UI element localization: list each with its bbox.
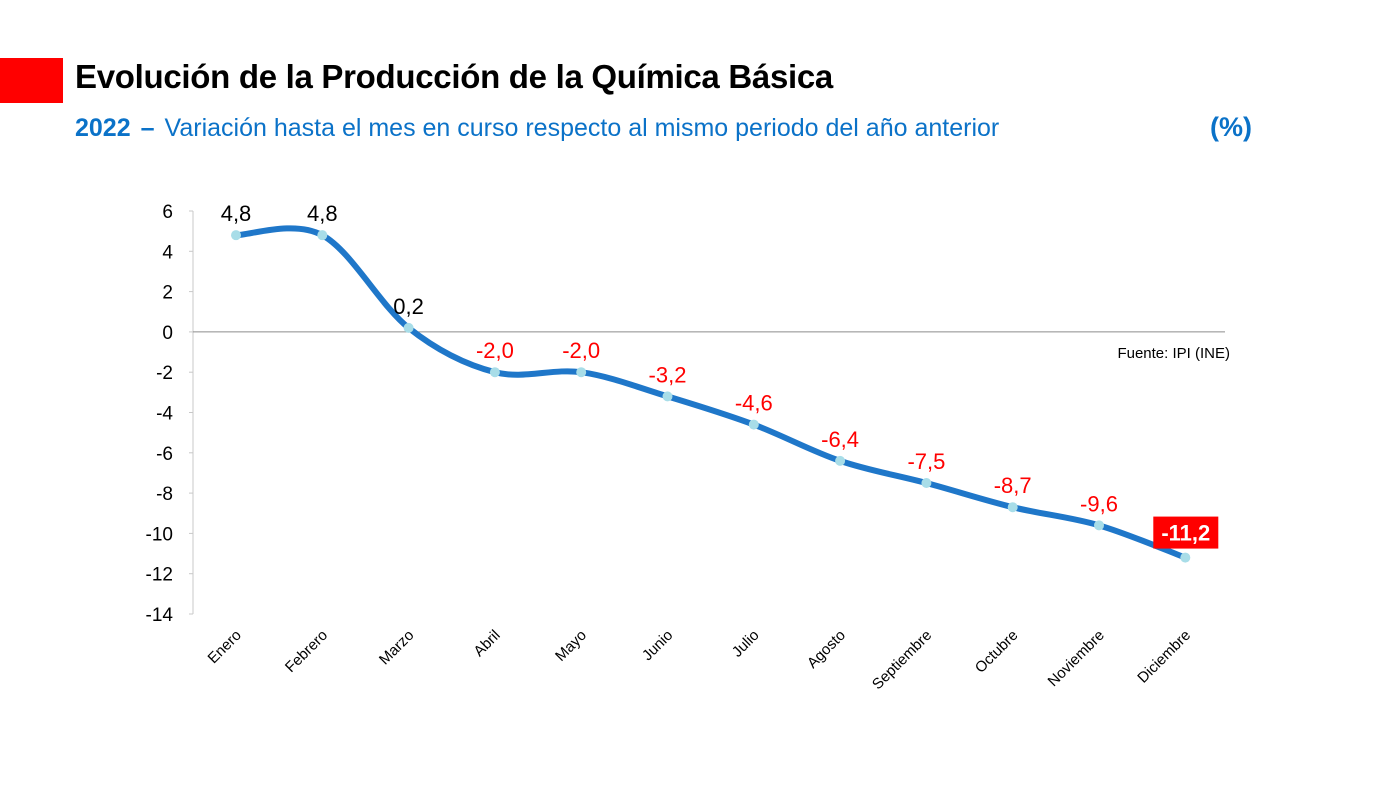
data-label: -11,2 bbox=[1161, 521, 1210, 546]
y-tick-label: 4 bbox=[162, 242, 173, 263]
x-tick-label: Febrero bbox=[282, 627, 331, 676]
source-note: Fuente: IPI (INE) bbox=[1117, 345, 1230, 362]
y-tick-label: -12 bbox=[146, 565, 173, 586]
data-label: -2,0 bbox=[476, 338, 514, 363]
y-tick-label: -14 bbox=[146, 605, 174, 626]
page-title: Evolución de la Producción de la Química… bbox=[75, 58, 833, 95]
data-point-marker bbox=[231, 230, 241, 241]
data-point-marker bbox=[1007, 502, 1018, 513]
subtitle-dash: – bbox=[140, 114, 155, 142]
data-point-marker bbox=[921, 478, 932, 489]
series-line bbox=[233, 225, 1189, 561]
data-label: 4,8 bbox=[221, 201, 252, 226]
data-label: -9,6 bbox=[1080, 491, 1118, 516]
data-label: -3,2 bbox=[649, 362, 687, 387]
x-tick-label: Noviembre bbox=[1045, 627, 1108, 690]
x-tick-label: Septiembre bbox=[869, 627, 935, 693]
data-label: -2,0 bbox=[562, 338, 600, 363]
y-tick-label: -2 bbox=[156, 363, 173, 384]
x-tick-label: Agosto bbox=[804, 627, 849, 672]
data-point-marker bbox=[662, 391, 673, 402]
x-tick-label: Julio bbox=[729, 627, 763, 661]
data-label: -7,5 bbox=[907, 449, 945, 474]
x-tick-label: Enero bbox=[205, 627, 245, 667]
unit-label: (%) bbox=[1210, 112, 1252, 142]
data-label: -4,6 bbox=[735, 391, 773, 416]
y-tick-label: -8 bbox=[156, 484, 173, 505]
data-point-marker bbox=[1094, 520, 1104, 531]
x-tick-label: Diciembre bbox=[1134, 627, 1194, 687]
data-point-marker bbox=[748, 419, 759, 430]
data-label: 4,8 bbox=[307, 201, 338, 226]
x-tick-label: Junio bbox=[639, 627, 676, 664]
x-tick-label: Octubre bbox=[972, 627, 1022, 677]
data-point-marker bbox=[1180, 552, 1191, 563]
subtitle-text: Variación hasta el mes en curso respecto… bbox=[164, 114, 1000, 142]
data-label: -6,4 bbox=[821, 427, 859, 452]
y-tick-label: 2 bbox=[162, 283, 173, 304]
highlight-label-box bbox=[1153, 516, 1219, 549]
x-tick-label: Marzo bbox=[376, 627, 417, 668]
data-point-marker bbox=[576, 367, 587, 378]
data-point-marker bbox=[489, 367, 500, 378]
page-subtitle: 2022– Variación hasta el mes en curso res… bbox=[75, 114, 999, 143]
data-label: -8,7 bbox=[994, 473, 1032, 498]
data-label: 0,2 bbox=[393, 294, 424, 319]
data-point-marker bbox=[317, 230, 328, 241]
y-tick-label: -10 bbox=[146, 524, 173, 545]
data-point-marker bbox=[835, 455, 846, 466]
y-tick-label: 6 bbox=[162, 202, 173, 223]
y-tick-label: -4 bbox=[156, 404, 173, 425]
x-tick-label: Abril bbox=[470, 627, 503, 660]
y-tick-label: 0 bbox=[162, 323, 173, 344]
y-tick-label: -6 bbox=[156, 444, 173, 465]
x-tick-label: Mayo bbox=[552, 627, 590, 665]
subtitle-year: 2022 bbox=[75, 114, 131, 142]
data-point-marker bbox=[403, 322, 414, 333]
accent-bar bbox=[0, 58, 63, 103]
